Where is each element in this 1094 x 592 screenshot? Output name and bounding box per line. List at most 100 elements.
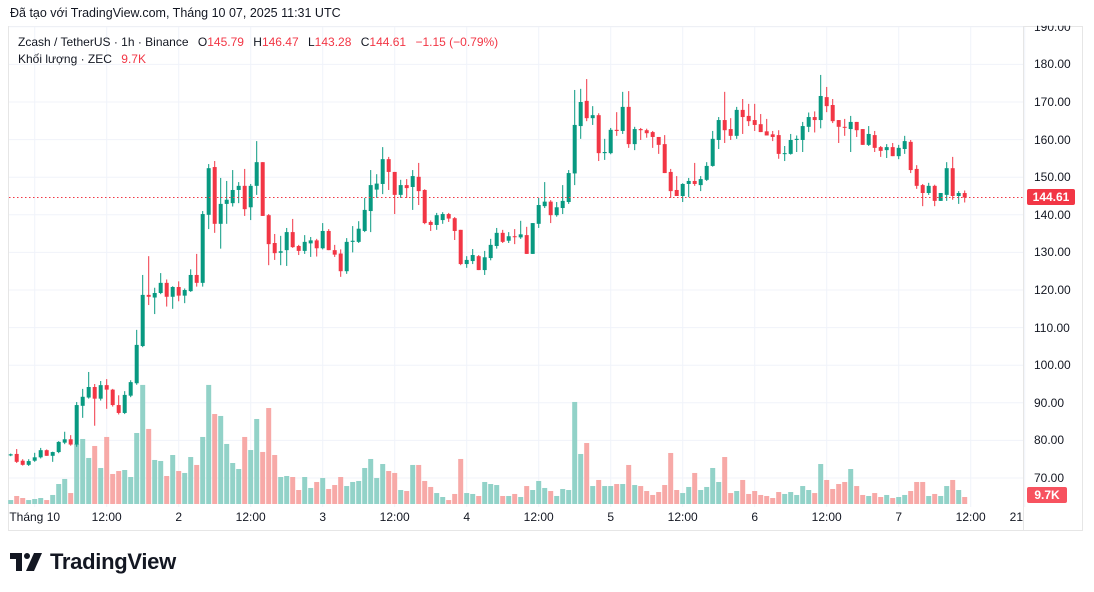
volume-bar (470, 493, 476, 504)
candle-body (920, 185, 925, 193)
volume-bar (794, 494, 800, 504)
candle-body (530, 223, 535, 254)
candle (428, 220, 433, 231)
candle-body (542, 201, 547, 207)
volume-bar (134, 432, 140, 504)
candle (506, 232, 511, 243)
time-tick-label: 12:00 (91, 510, 122, 524)
volume-bar (686, 486, 692, 504)
candle-body (140, 294, 145, 347)
volume-bar (392, 472, 398, 504)
candle-body (896, 147, 901, 157)
candle (374, 174, 379, 198)
candle-body (680, 183, 685, 196)
volume-label[interactable]: Khối lượng · ZEC (18, 52, 112, 66)
candle (806, 112, 811, 133)
candle (44, 449, 49, 456)
candle-body (614, 129, 619, 131)
candle-body (650, 132, 655, 137)
candle-body (224, 199, 229, 204)
candle-body (428, 221, 433, 225)
candle-body (578, 102, 583, 127)
candle (608, 127, 613, 155)
candle (68, 435, 73, 446)
volume-bar (740, 479, 746, 504)
candle (194, 253, 199, 287)
candle (524, 226, 529, 254)
candle-body (362, 209, 367, 231)
candle (596, 113, 601, 162)
candle-body (872, 135, 877, 148)
candle (416, 162, 421, 206)
price-tick-label: 120.00 (1034, 283, 1071, 297)
candle (476, 255, 481, 271)
volume-bar (554, 495, 560, 504)
candle-body (572, 124, 577, 174)
candle-body (80, 396, 85, 406)
volume-bar (410, 464, 416, 504)
volume-bar (86, 457, 92, 504)
candle (632, 126, 637, 151)
candle-body (458, 229, 463, 265)
candle (206, 164, 211, 230)
volume-bar (584, 443, 590, 504)
volume-bar (212, 414, 218, 504)
volume-bar (266, 408, 272, 504)
candle-body (38, 450, 43, 458)
volume-bar (698, 490, 704, 504)
candle-body (410, 176, 415, 187)
candle-body (932, 185, 937, 201)
volume-bar (434, 493, 440, 504)
volume-bar (944, 486, 950, 504)
candle (110, 388, 115, 407)
candle (80, 388, 85, 418)
last-price-label: 144.61 (1027, 189, 1075, 206)
candle-body (854, 121, 859, 131)
candle (410, 170, 415, 210)
volume-bar (542, 487, 548, 504)
volume-bar (668, 452, 674, 504)
candle (662, 135, 667, 174)
time-tick-label: 3 (319, 510, 327, 524)
volume-bar (722, 457, 728, 504)
candle (362, 197, 367, 233)
candle-body (488, 244, 493, 259)
candle (380, 147, 385, 195)
candle-body (260, 162, 265, 216)
volume-bar (524, 486, 530, 504)
candle (170, 286, 175, 309)
volume-bar (416, 464, 422, 504)
time-tick-label: 12:00 (811, 510, 842, 524)
volume-bar (362, 467, 368, 504)
candle (98, 380, 103, 401)
volume-bar (68, 493, 74, 504)
time-tick-label: 4 (463, 510, 471, 524)
candle (548, 200, 553, 224)
candle (320, 223, 325, 250)
volume-bar (170, 455, 176, 504)
candle (386, 156, 391, 190)
volume-bar (128, 477, 134, 504)
candle-body (566, 173, 571, 203)
tradingview-logo[interactable]: TradingView (10, 549, 176, 575)
candle-body (284, 232, 289, 251)
volume-bar (902, 494, 908, 504)
candle (884, 144, 889, 159)
volume-bar (878, 497, 884, 504)
candle (950, 156, 955, 200)
candle (284, 227, 289, 266)
candle (566, 170, 571, 204)
volume-bar (26, 500, 32, 504)
volume-bar (920, 481, 926, 504)
candle (398, 179, 403, 198)
candle-body (950, 168, 955, 196)
candle (668, 168, 673, 198)
candle (86, 371, 91, 399)
time-axis[interactable]: Tháng 10 12:00 2 12:00 3 12:00 4 12:00 5 12:00 6 12… (8, 0, 1023, 592)
symbol-title[interactable]: Zcash / TetherUS · 1h · Binance (18, 35, 189, 49)
candle (770, 130, 775, 142)
candle (326, 229, 331, 251)
candle (26, 459, 31, 466)
candle (278, 235, 283, 266)
